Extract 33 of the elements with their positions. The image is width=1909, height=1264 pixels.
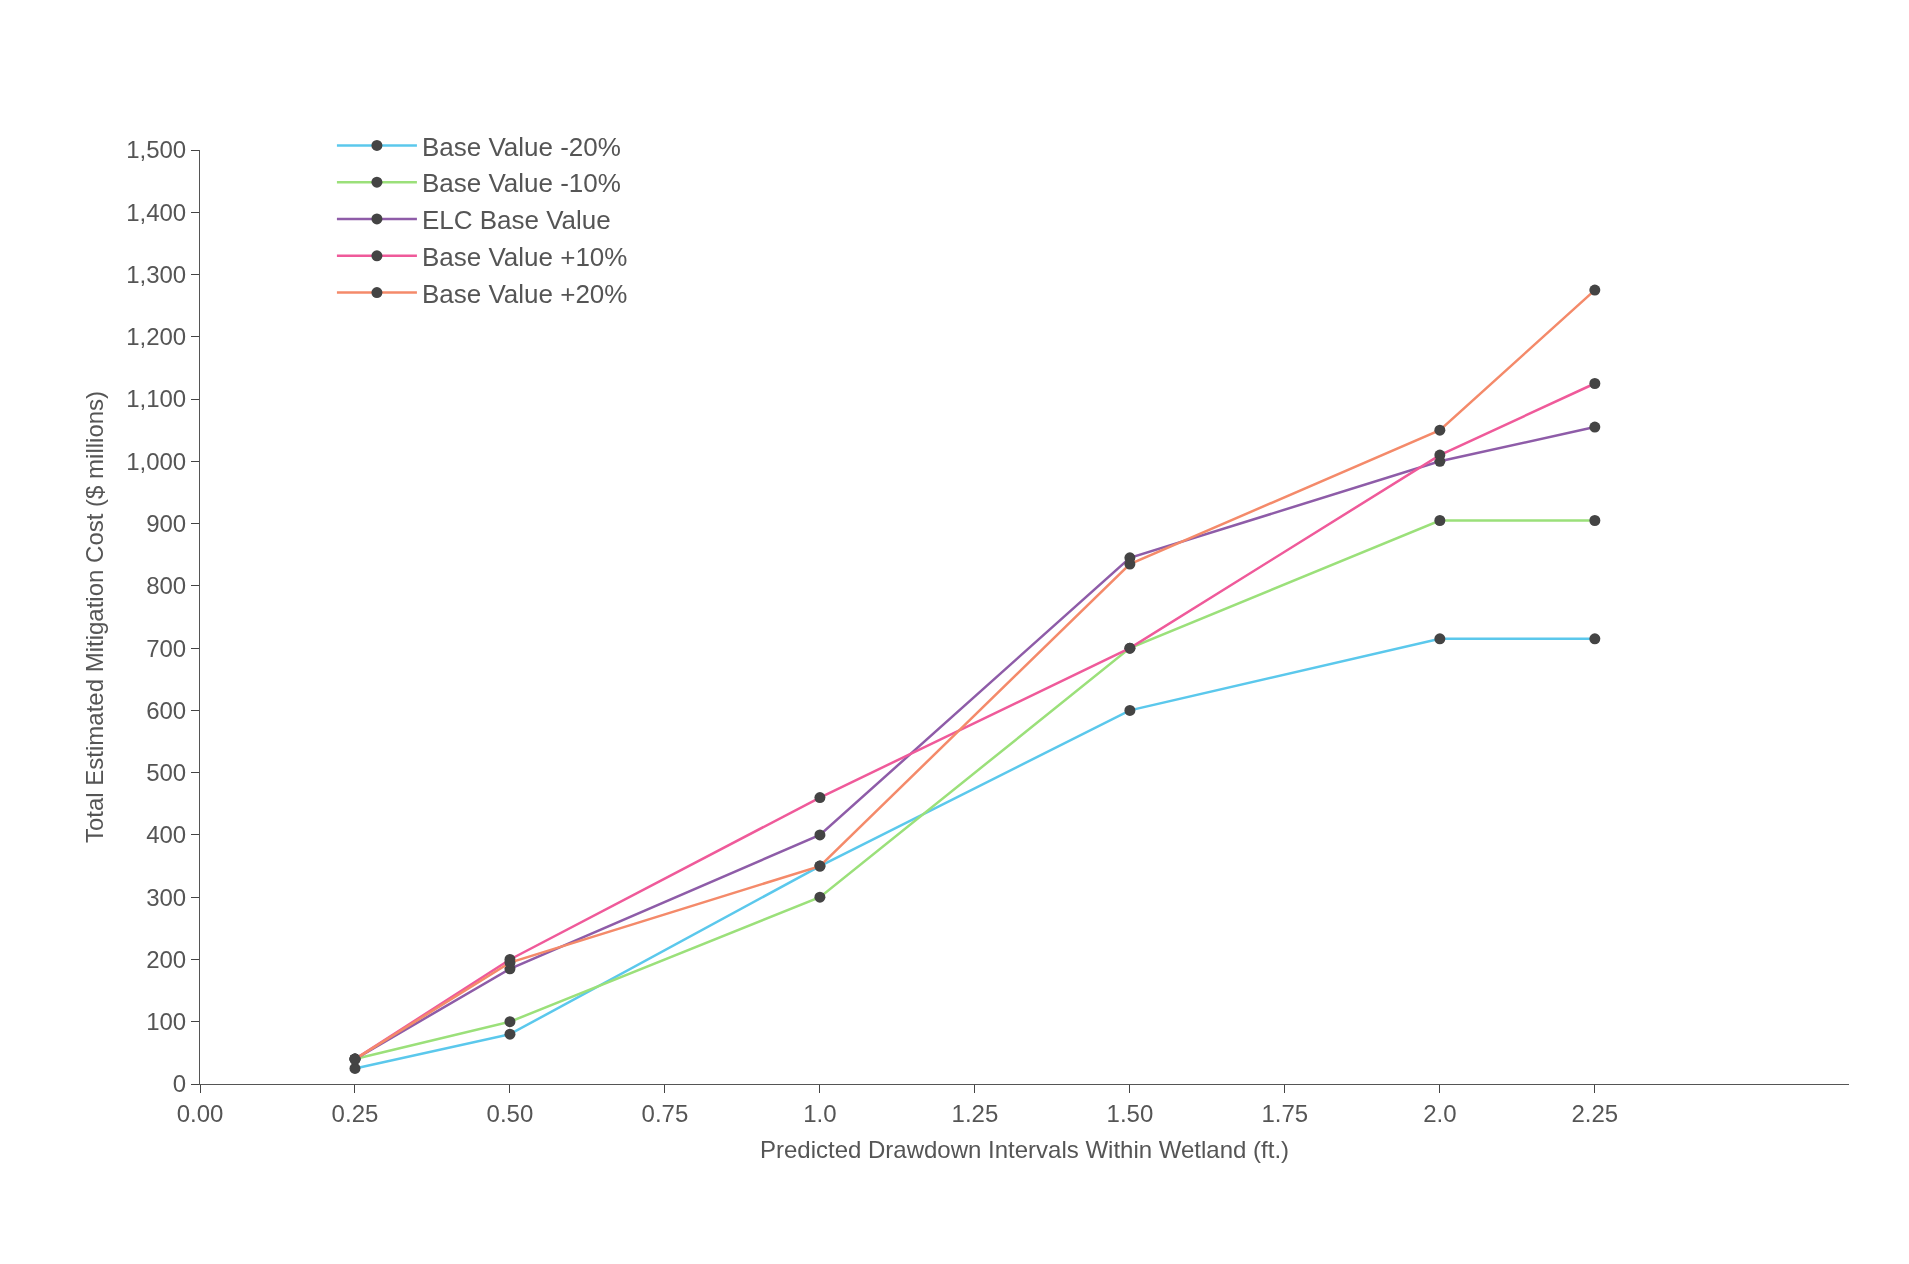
y-tick-label: 1,200 [126,323,187,351]
legend-label: Base Value +10% [421,241,628,272]
y-tick-label: 400 [146,821,187,849]
y-tick-label: 100 [146,1008,187,1036]
y-tick-label: 700 [146,634,187,662]
y-tick-label: 1,100 [126,385,187,413]
y-tick-label: 1,300 [126,260,187,288]
legend-label: Base Value +20% [421,278,628,309]
y-tick-label: 1,400 [126,198,187,226]
x-axis-title: Predicted Drawdown Intervals Within Wetland (ft.) [759,1136,1290,1164]
x-tick-label: 1.75 [1261,1099,1309,1127]
y-tick-label: 0 [172,1070,187,1098]
x-tick-label: 1.25 [951,1099,999,1127]
y-tick-label: 1,000 [126,447,187,475]
y-tick-label: 500 [146,759,187,787]
y-axis-title: Total Estimated Mitigation Cost ($ millions) [81,390,109,844]
y-tick-label: 300 [146,883,187,911]
x-tick-label: 1.0 [803,1099,837,1127]
x-tick-label: 0.50 [486,1099,534,1127]
x-tick-label: 2.0 [1423,1099,1457,1127]
y-tick-label: 1,500 [126,136,187,164]
x-tick-label: 1.50 [1106,1099,1154,1127]
x-tick-label: 0.00 [176,1099,224,1127]
y-tick-label: 800 [146,572,187,600]
legend-label: ELC Base Value [421,205,611,236]
legend-label: Base Value -20% [421,131,621,162]
y-tick-label: 600 [146,696,187,724]
x-tick-label: 0.25 [331,1099,379,1127]
y-tick-label: 900 [146,510,187,537]
x-tick-label: 0.75 [641,1099,689,1127]
y-tick-label: 200 [146,945,187,973]
legend-label: Base Value -10% [421,168,621,199]
x-tick-label: 2.25 [1571,1099,1619,1127]
